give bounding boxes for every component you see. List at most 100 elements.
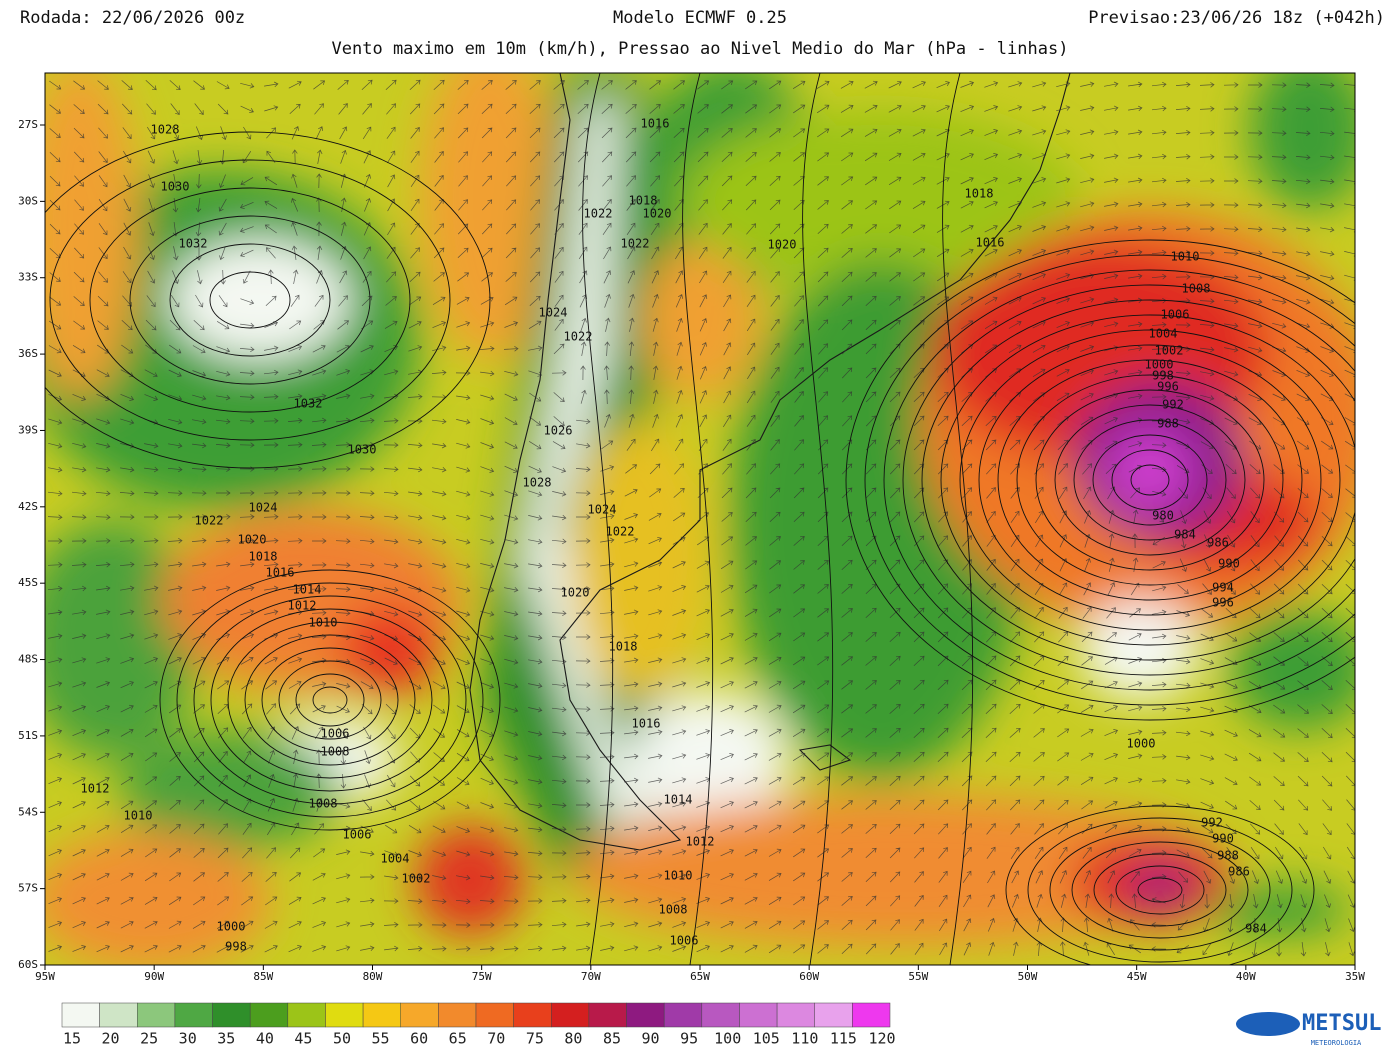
logo: METSUL METEOROLOGIA: [1236, 1011, 1381, 1047]
isobar: [210, 608, 450, 792]
isobar: [682, 73, 714, 965]
isobar-label: 1024: [249, 501, 278, 515]
isobar-label: 1010: [664, 869, 693, 883]
isobar-label: 1008: [659, 903, 688, 917]
lat-label: 48S: [18, 653, 38, 666]
isobar: [845, 239, 1355, 721]
lon-label: 90W: [144, 970, 164, 983]
isobar-label: 1016: [641, 117, 670, 131]
lat-label: 45S: [18, 576, 38, 589]
isobar: [278, 660, 382, 740]
isobar-label: 1022: [195, 514, 224, 528]
lon-label: 95W: [35, 970, 55, 983]
colorbar-label: 40: [256, 1030, 274, 1048]
isobar: [159, 569, 501, 831]
isobar-label: 1022: [621, 237, 650, 251]
colorbar-label: 75: [526, 1030, 544, 1048]
colorbar-label: 90: [642, 1030, 660, 1048]
colorbar-label: 95: [680, 1030, 698, 1048]
colorbar-cell: [438, 1002, 477, 1028]
isobar: [261, 647, 399, 753]
isobar: [978, 344, 1322, 616]
isobar-label: 1016: [266, 566, 295, 580]
isobar-label: 1028: [523, 476, 552, 490]
isobar: [864, 254, 1355, 706]
isobar-label: 980: [1152, 509, 1174, 523]
isobar-label: 1002: [1155, 344, 1184, 358]
isobar-label: 1002: [402, 872, 431, 886]
colorbar-label: 35: [217, 1030, 235, 1048]
isobar-label: 1020: [561, 586, 590, 600]
subtitle: Vento maximo em 10m (km/h), Pressao ao N…: [332, 39, 1069, 59]
isobar-label: 1004: [1149, 327, 1178, 341]
isobar-label: 1014: [293, 583, 322, 597]
colorbar-cell: [362, 1002, 401, 1028]
isobar: [1071, 841, 1249, 939]
lon-label: 75W: [472, 970, 492, 983]
isobar-label: 1008: [309, 797, 338, 811]
isobar: [45, 131, 491, 469]
map-area: 1028103010321032103010241022102010181016…: [45, 73, 1355, 965]
isobar-label: 1006: [1161, 308, 1190, 322]
colorbar-label: 70: [487, 1030, 505, 1048]
isobar-label: 996: [1212, 596, 1234, 610]
isobar-label: 1010: [309, 616, 338, 630]
colorbar-label: 60: [410, 1030, 428, 1048]
isobar-label: 1018: [249, 550, 278, 564]
isobar: [802, 73, 834, 965]
colorbar-cell: [739, 1002, 778, 1028]
isobar-label: 1018: [629, 194, 658, 208]
isobar: [942, 73, 974, 965]
colorbar-cell: [663, 1002, 703, 1028]
colorbar-label: 55: [372, 1030, 390, 1048]
colorbar-label: 30: [179, 1030, 197, 1048]
isobar: [1111, 449, 1189, 511]
isobar-label: 1018: [965, 187, 994, 201]
colorbar-cell: [551, 1002, 590, 1028]
colorbar-cell: [701, 1002, 740, 1028]
isobar-label: 1024: [588, 503, 617, 517]
logo-tagline: METEOROLOGIA: [1311, 1039, 1362, 1047]
colorbar-label: 65: [449, 1030, 467, 1048]
isobar: [227, 621, 433, 779]
colorbar-label: 20: [102, 1030, 120, 1048]
isobar-label: 1012: [81, 782, 110, 796]
colorbar-cell: [174, 1002, 213, 1028]
lon-label: 40W: [1236, 970, 1256, 983]
logo-globe: [1236, 1012, 1300, 1036]
colorbar: 15 20 25 30 35 40 45 50 55 60 65 70 75 80 85 90 95 100 105…: [61, 1002, 896, 1048]
isobar: [921, 299, 1355, 661]
isobar-label: 984: [1245, 922, 1267, 936]
colorbar-label: 110: [791, 1030, 818, 1048]
colorbar-label: 100: [714, 1030, 741, 1048]
isobar-label: 996: [1157, 380, 1179, 394]
lon-label: 50W: [1018, 970, 1038, 983]
isobar-label: 1022: [564, 330, 593, 344]
isobar: [1130, 464, 1170, 496]
lat-label: 30S: [18, 194, 38, 207]
isobar: [1093, 853, 1227, 927]
isobar-label: 990: [1218, 557, 1240, 571]
isobar-label: 992: [1162, 398, 1184, 412]
isobar: [1115, 865, 1205, 915]
isobar-label: 998: [225, 940, 247, 954]
isobar: [1092, 434, 1208, 526]
isobar-label: 994: [1212, 581, 1234, 595]
lon-label: 55W: [908, 970, 928, 983]
isobar-label: 1022: [606, 525, 635, 539]
isobar: [883, 269, 1355, 691]
colorbar-label: 115: [830, 1030, 857, 1048]
colorbar-cell: [475, 1002, 514, 1028]
colorbar-cell: [325, 1002, 364, 1028]
coastline: [469, 73, 1071, 851]
isobar-label: 1010: [1171, 250, 1200, 264]
isobar-label: 1000: [1145, 358, 1174, 372]
isobars: [45, 73, 1355, 965]
isobar: [49, 159, 451, 441]
colorbar-label: 120: [868, 1030, 895, 1048]
isobar: [312, 686, 348, 714]
isobar-label: 1010: [124, 809, 153, 823]
lon-label: 80W: [363, 970, 383, 983]
isobar-label: 1014: [664, 793, 693, 807]
